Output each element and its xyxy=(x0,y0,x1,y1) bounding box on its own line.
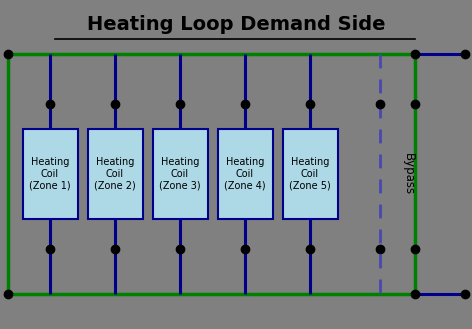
Text: Heating
Coil
(Zone 3): Heating Coil (Zone 3) xyxy=(159,157,201,190)
Text: Heating
Coil
(Zone 5): Heating Coil (Zone 5) xyxy=(289,157,331,190)
FancyBboxPatch shape xyxy=(218,129,272,219)
FancyBboxPatch shape xyxy=(152,129,208,219)
Text: Heating
Coil
(Zone 1): Heating Coil (Zone 1) xyxy=(29,157,71,190)
Text: Bypass: Bypass xyxy=(402,153,414,195)
FancyBboxPatch shape xyxy=(87,129,143,219)
Text: Heating
Coil
(Zone 2): Heating Coil (Zone 2) xyxy=(94,157,136,190)
FancyBboxPatch shape xyxy=(23,129,77,219)
Text: Heating Loop Demand Side: Heating Loop Demand Side xyxy=(87,14,385,34)
FancyBboxPatch shape xyxy=(283,129,337,219)
Text: Heating
Coil
(Zone 4): Heating Coil (Zone 4) xyxy=(224,157,266,190)
